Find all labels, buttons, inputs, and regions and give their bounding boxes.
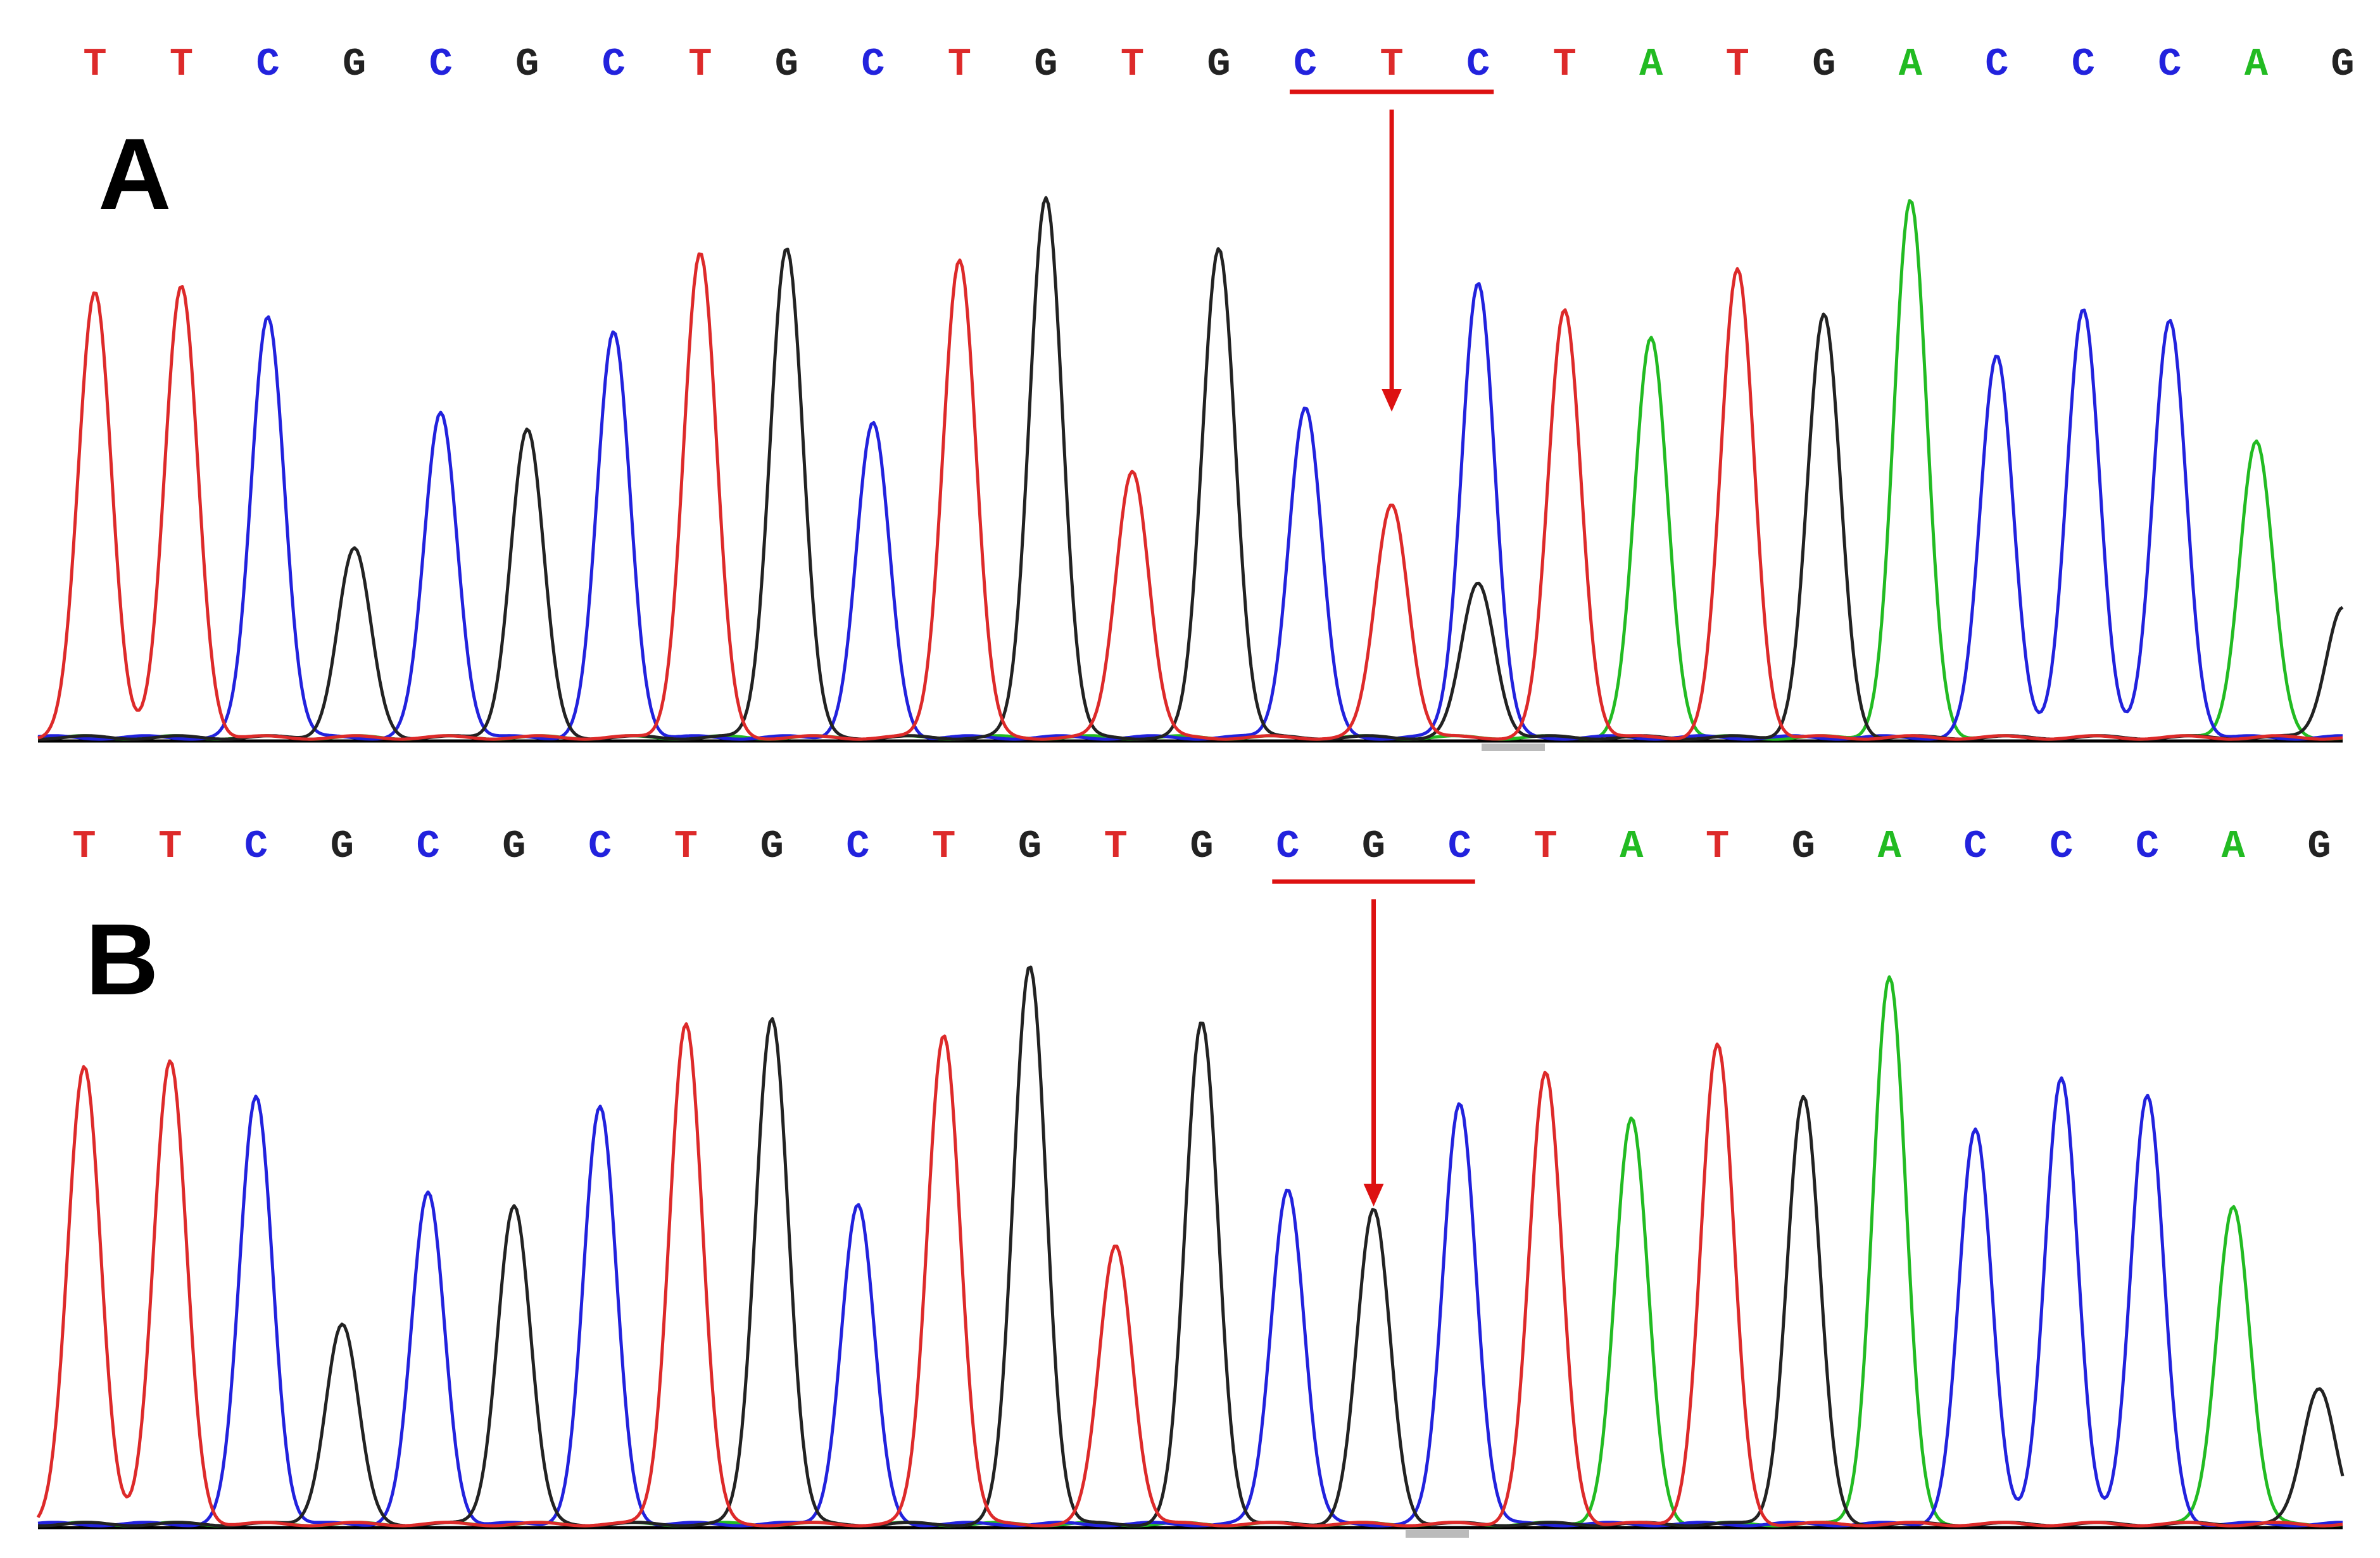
base-call-letter: T (1104, 824, 1128, 869)
mutation-arrow-head (1363, 1184, 1384, 1206)
base-call-letter: G (2331, 42, 2354, 87)
trace-t (36, 1022, 2343, 1528)
base-call-letter: T (1706, 824, 1729, 869)
mutation-arrow-head (1382, 389, 1402, 412)
base-call-letter: T (1553, 42, 1577, 87)
mutation-marker-b (1272, 879, 1475, 1206)
panel-label-a: A (98, 117, 172, 231)
base-call-letter: G (1207, 42, 1230, 87)
base-call-letter: T (1533, 824, 1557, 869)
base-call-letter: C (416, 824, 439, 869)
base-call-letter: G (1362, 824, 1385, 869)
base-call-letter: C (602, 42, 626, 87)
base-call-letter: C (1963, 824, 1987, 869)
base-call-letter: G (515, 42, 539, 87)
base-call-letter: C (2136, 824, 2159, 869)
base-call-letter: C (588, 824, 612, 869)
base-call-letter: C (861, 42, 885, 87)
base-call-letter: C (2158, 42, 2181, 87)
base-call-letter: T (674, 824, 698, 869)
base-call-letter: C (2049, 824, 2073, 869)
base-call-letter: T (158, 824, 182, 869)
base-call-letter: G (775, 42, 798, 87)
base-call-letter: T (932, 824, 955, 869)
base-call-letter: T (1121, 42, 1144, 87)
base-call-letter: G (760, 824, 784, 869)
trace-scroll-thumb (1406, 1530, 1469, 1538)
base-call-letter: A (1878, 824, 1902, 869)
base-call-letter: A (1899, 42, 1923, 87)
base-call-letter: C (429, 42, 453, 87)
trace-group-b (36, 965, 2345, 1538)
base-call-letter: G (2307, 824, 2331, 869)
trace-c (37, 282, 2343, 741)
trace-scroll-thumb (1482, 744, 1545, 751)
base-call-letter: A (1620, 824, 1644, 869)
base-call-letter: G (502, 824, 526, 869)
base-call-letter: G (1018, 824, 1042, 869)
base-call-letter: C (1294, 42, 1317, 87)
trace-t (37, 252, 2343, 741)
base-call-letter: T (1726, 42, 1749, 87)
base-call-letter: T (170, 42, 193, 87)
base-call-letter: C (256, 42, 279, 87)
base-call-letter: T (83, 42, 106, 87)
base-call-letter: G (1034, 42, 1057, 87)
base-call-letter: T (948, 42, 971, 87)
base-call-letter: G (343, 42, 366, 87)
chromatogram-panel-b: B T T C G C G C T G C T G T G C G C T A T G A C C C A G (36, 824, 2345, 1538)
base-call-letter: T (1380, 42, 1403, 87)
base-call-letter: C (846, 824, 869, 869)
base-call-letter: A (2222, 824, 2246, 869)
base-call-letter: C (1466, 42, 1490, 87)
base-call-letter: C (2072, 42, 2095, 87)
base-call-letter: G (1190, 824, 1213, 869)
base-call-letter: A (2245, 42, 2269, 87)
trace-c (37, 1076, 2343, 1528)
base-call-letter: G (1792, 824, 1815, 869)
base-call-letter: G (1812, 42, 1835, 87)
mutation-marker-a (1289, 89, 1494, 412)
base-call-letter: T (72, 824, 96, 869)
panel-label-b: B (85, 902, 159, 1016)
base-call-letter: C (244, 824, 268, 869)
base-call-letter: C (1985, 42, 2008, 87)
trace-group-a (37, 196, 2344, 751)
base-call-letter: A (1639, 42, 1663, 87)
base-call-letter: C (1448, 824, 1471, 869)
base-call-letter: T (688, 42, 712, 87)
base-call-letter: C (1276, 824, 1299, 869)
base-call-letter: G (331, 824, 354, 869)
